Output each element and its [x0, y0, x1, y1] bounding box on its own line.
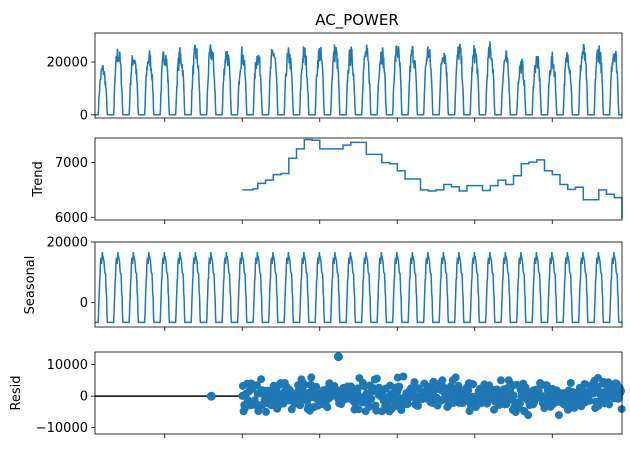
y-tick-label: 0 [80, 296, 88, 311]
resid-point [497, 376, 505, 385]
resid-point [530, 397, 539, 406]
resid-point [524, 411, 533, 420]
resid-point [566, 379, 575, 387]
resid-point [554, 411, 563, 420]
y-tick-label: −10000 [36, 421, 88, 436]
y-tick-label: 6000 [55, 211, 88, 226]
resid-yticks: −10000 0 10000 [36, 358, 95, 436]
panel-trend: Trend 6000 7000 [31, 137, 623, 226]
resid-plot-area [95, 352, 626, 420]
resid-point [300, 381, 309, 389]
resid-point [617, 386, 625, 395]
resid-ylabel: Resid [9, 375, 24, 410]
resid-point [564, 405, 572, 414]
resid-point [354, 384, 362, 393]
panel-resid: Resid −10000 0 10000 [9, 351, 626, 438]
resid-point [414, 401, 422, 410]
resid-point [397, 406, 406, 414]
trend-axes-frame [94, 137, 623, 221]
seasonal-series-line [95, 251, 622, 324]
resid-point [333, 352, 343, 362]
resid-point [252, 381, 261, 390]
panel-title: AC_POWER [315, 11, 399, 30]
trend-series-line [242, 138, 623, 219]
y-tick-label: 0 [80, 390, 88, 405]
resid-point [585, 396, 594, 405]
ac-power-axes-frame [94, 32, 623, 119]
resid-point [464, 386, 473, 395]
resid-point [257, 375, 266, 384]
seasonal-ylabel: Seasonal [23, 256, 38, 315]
resid-point [594, 373, 602, 382]
resid-point [451, 373, 460, 382]
resid-point [354, 405, 363, 414]
y-tick-label: 7000 [55, 156, 88, 171]
y-tick-label: 10000 [47, 358, 88, 373]
resid-point [367, 394, 376, 403]
seasonal-plot-area [95, 251, 622, 324]
resid-point [605, 400, 614, 409]
resid-point [372, 374, 381, 383]
trend-xticks [164, 220, 553, 224]
ac-power-yticks: 0 20000 [47, 56, 95, 123]
seasonal-xticks [164, 327, 553, 331]
trend-plot-area [242, 138, 623, 219]
panel-ac-power: AC_POWER 0 20000 [47, 11, 623, 123]
resid-point [438, 376, 447, 385]
seasonal-yticks: 0 20000 [47, 236, 95, 311]
resid-xticks [164, 434, 553, 438]
resid-point [262, 407, 270, 416]
resid-point [307, 373, 316, 382]
y-tick-label: 20000 [47, 56, 88, 71]
ac-power-plot-area [95, 41, 622, 116]
resid-point [395, 382, 404, 391]
ac-power-xticks [164, 118, 553, 122]
panel-seasonal: Seasonal 0 20000 [23, 236, 623, 331]
resid-point [399, 372, 408, 381]
resid-point [509, 391, 518, 400]
resid-point [469, 380, 478, 389]
resid-point [365, 402, 374, 411]
resid-point [580, 380, 589, 388]
seasonal-axes-frame [94, 241, 623, 328]
resid-point [540, 404, 549, 413]
trend-yticks: 6000 7000 [55, 156, 95, 226]
resid-axes-frame [94, 351, 623, 435]
ac-power-series-line [95, 41, 622, 116]
resid-point [410, 378, 419, 387]
y-tick-label: 0 [80, 108, 88, 123]
y-tick-label: 20000 [47, 236, 88, 251]
resid-point [483, 399, 492, 408]
resid-point [312, 382, 321, 391]
resid-point [429, 377, 438, 386]
resid-point [323, 403, 332, 412]
resid-point [206, 391, 216, 401]
trend-ylabel: Trend [31, 161, 46, 198]
